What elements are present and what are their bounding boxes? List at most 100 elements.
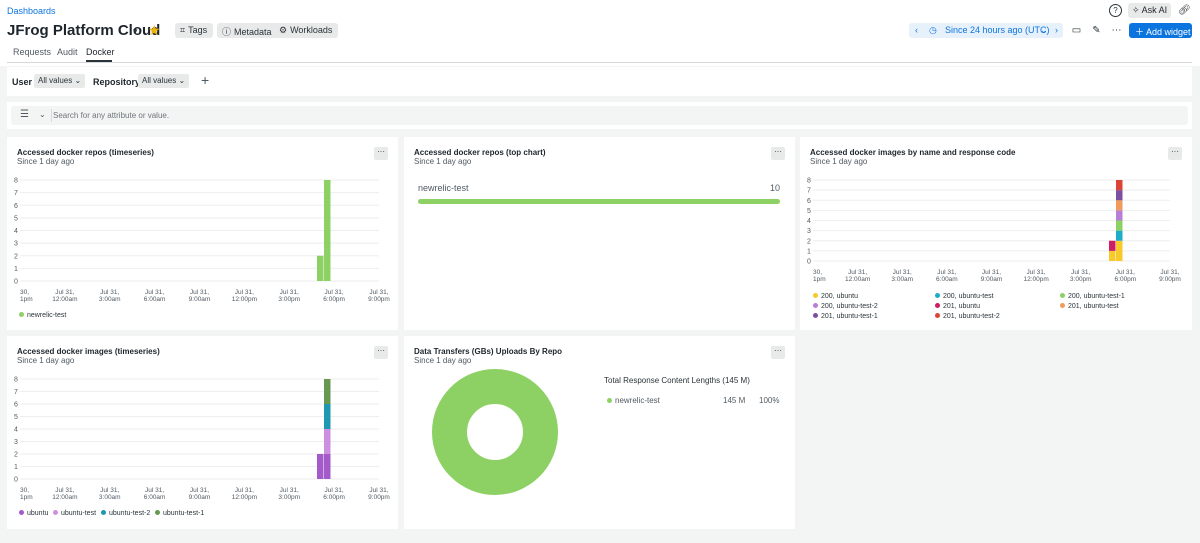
top-chart-bar[interactable] xyxy=(418,199,780,204)
chevron-down-icon: ⌄ xyxy=(74,76,82,85)
time-prev-chevron-icon[interactable]: ‹ xyxy=(915,25,918,35)
widget-title: Accessed docker images by name and respo… xyxy=(810,148,1016,157)
legend-item: 201, ubuntu-test xyxy=(1060,303,1119,310)
widget-title: Data Transfers (GBs) Uploads By Repo xyxy=(414,347,563,356)
bar-segment xyxy=(1116,220,1123,231)
filter-chevron-down-icon[interactable]: ⌄ xyxy=(39,110,46,119)
x-tick-label: 3:00pm xyxy=(1070,276,1092,283)
y-tick-label: 0 xyxy=(14,477,18,484)
x-tick-label: 9:00pm xyxy=(368,494,390,501)
legend-item: 200, ubuntu xyxy=(813,293,858,300)
favorite-star-icon[interactable]: ★ xyxy=(148,22,161,38)
time-next-chevron-icon[interactable]: › xyxy=(1055,25,1058,35)
widget-repos-timeseries: Accessed docker repos (timeseries) Since… xyxy=(7,137,398,330)
add-filter-plus-icon[interactable]: + xyxy=(201,72,210,88)
y-tick-label: 7 xyxy=(14,190,18,197)
bar-segment xyxy=(1116,230,1123,241)
x-tick-label: 6:00am xyxy=(144,296,166,303)
help-icon[interactable]: ? xyxy=(1109,4,1122,17)
x-tick-label: 9:00am xyxy=(981,276,1003,283)
x-tick-label: 6:00pm xyxy=(323,494,345,501)
donut-slice xyxy=(432,369,558,495)
search-divider xyxy=(51,109,52,122)
widget-title: Accessed docker repos (timeseries) xyxy=(17,148,154,157)
x-tick-label: Jul 31, xyxy=(937,269,956,276)
tab-requests[interactable]: Requests xyxy=(13,47,52,57)
y-tick-label: 0 xyxy=(807,259,811,266)
legend-item: 200, ubuntu-test xyxy=(935,293,994,300)
x-tick-label: 30, xyxy=(20,289,29,296)
legend-dot xyxy=(607,398,612,403)
workloads-icon: ⚙ xyxy=(279,25,288,35)
bar-segment xyxy=(324,180,331,281)
legend-item: 200, ubuntu-test-2 xyxy=(813,303,878,310)
filter-icon[interactable]: ☰ xyxy=(20,109,29,120)
tab-docker[interactable]: Docker xyxy=(86,47,115,57)
legend-dot xyxy=(935,313,940,318)
time-picker[interactable]: ‹ ◷ Since 24 hours ago (UTC) ⌄ › xyxy=(909,23,1063,38)
metadata-button[interactable]: ⓘ Metadata xyxy=(217,23,278,38)
y-tick-label: 8 xyxy=(14,178,18,185)
active-tab-indicator xyxy=(86,60,112,62)
bar-segment xyxy=(317,454,324,479)
search-input[interactable] xyxy=(53,106,1153,125)
x-tick-label: Jul 31, xyxy=(100,487,119,494)
link-icon[interactable]: 🔗︎ xyxy=(1178,5,1191,16)
x-tick-label: Jul 31, xyxy=(893,269,912,276)
x-tick-label: Jul 31, xyxy=(55,289,74,296)
widget-more-button[interactable]: ··· xyxy=(1168,147,1182,160)
x-tick-label: Jul 31, xyxy=(1160,269,1179,276)
tab-audit[interactable]: Audit xyxy=(57,47,78,57)
legend-dot xyxy=(813,293,818,298)
x-tick-label: Jul 31, xyxy=(369,289,388,296)
y-tick-label: 1 xyxy=(14,266,18,273)
legend-dot xyxy=(935,293,940,298)
x-tick-label: 30, xyxy=(813,269,822,276)
y-tick-label: 8 xyxy=(14,377,18,384)
clock-icon: ◷ xyxy=(929,25,937,35)
widget-title: Accessed docker repos (top chart) xyxy=(414,148,546,157)
tags-button[interactable]: ⌗ Tags xyxy=(175,23,214,38)
time-range-label: Since 24 hours ago (UTC) xyxy=(945,25,1050,35)
variable-filter-bar: User All values ⌄ Repository All values … xyxy=(7,67,1192,96)
widget-repos-top-chart: Accessed docker repos (top chart) Since … xyxy=(404,137,795,330)
repository-filter-select[interactable]: All values ⌄ xyxy=(138,74,190,88)
legend-item: ubuntu-test-2 xyxy=(101,510,150,517)
widget-more-button[interactable]: ··· xyxy=(374,147,388,160)
widget-more-button[interactable]: ··· xyxy=(771,346,785,359)
add-widget-button[interactable]: ＋ Add widget xyxy=(1129,23,1192,38)
legend-item: 200, ubuntu-test-1 xyxy=(1060,293,1125,300)
user-filter-select[interactable]: All values ⌄ xyxy=(34,74,86,88)
x-tick-label: Jul 31, xyxy=(235,289,254,296)
bar-segment xyxy=(1116,240,1123,261)
widget-more-button[interactable]: ··· xyxy=(771,147,785,160)
widget-more-button[interactable]: ··· xyxy=(374,346,388,359)
bar-segment xyxy=(317,255,324,281)
edit-icon[interactable]: ✎ xyxy=(1092,25,1101,36)
tv-mode-icon[interactable]: ▭ xyxy=(1071,25,1082,36)
legend-dot xyxy=(813,303,818,308)
y-tick-label: 5 xyxy=(14,414,18,421)
x-tick-label: 6:00pm xyxy=(323,296,345,303)
x-tick-label: 3:00am xyxy=(99,296,121,303)
breadcrumb-dashboards[interactable]: Dashboards xyxy=(7,6,56,16)
bar-segment xyxy=(324,454,331,479)
y-tick-label: 8 xyxy=(807,178,811,185)
dashboard-title[interactable]: JFrog Platform Cloud xyxy=(7,22,161,39)
x-tick-label: Jul 31, xyxy=(235,487,254,494)
bar-segment xyxy=(1109,250,1116,261)
title-chevron-down-icon[interactable]: ▾ xyxy=(133,26,138,36)
widget-subtitle: Since 1 day ago xyxy=(17,356,75,365)
widget-images-timeseries: Accessed docker images (timeseries) Sinc… xyxy=(7,336,398,529)
chart-legend: newrelic-test xyxy=(19,312,66,319)
more-icon[interactable]: ⋯ xyxy=(1111,25,1122,36)
legend-dot xyxy=(813,313,818,318)
ask-ai-button[interactable]: ✧ Ask AI xyxy=(1128,3,1171,18)
bar-segment xyxy=(1116,190,1123,201)
workloads-button[interactable]: ⚙ Workloads xyxy=(274,23,339,38)
x-tick-label: 3:00am xyxy=(99,494,121,501)
x-tick-label: Jul 31, xyxy=(55,487,74,494)
x-tick-label: 9:00pm xyxy=(368,296,390,303)
